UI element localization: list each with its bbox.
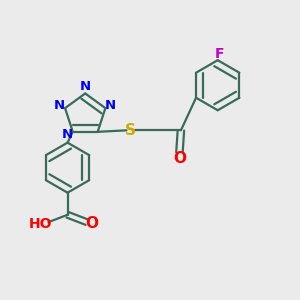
Text: N: N bbox=[54, 99, 65, 112]
Text: N: N bbox=[80, 80, 91, 94]
Text: O: O bbox=[173, 151, 186, 166]
Text: HO: HO bbox=[28, 217, 52, 231]
Text: O: O bbox=[85, 216, 98, 231]
Text: N: N bbox=[105, 99, 116, 112]
Text: F: F bbox=[214, 47, 224, 61]
Text: N: N bbox=[61, 128, 72, 141]
Text: S: S bbox=[125, 123, 136, 138]
